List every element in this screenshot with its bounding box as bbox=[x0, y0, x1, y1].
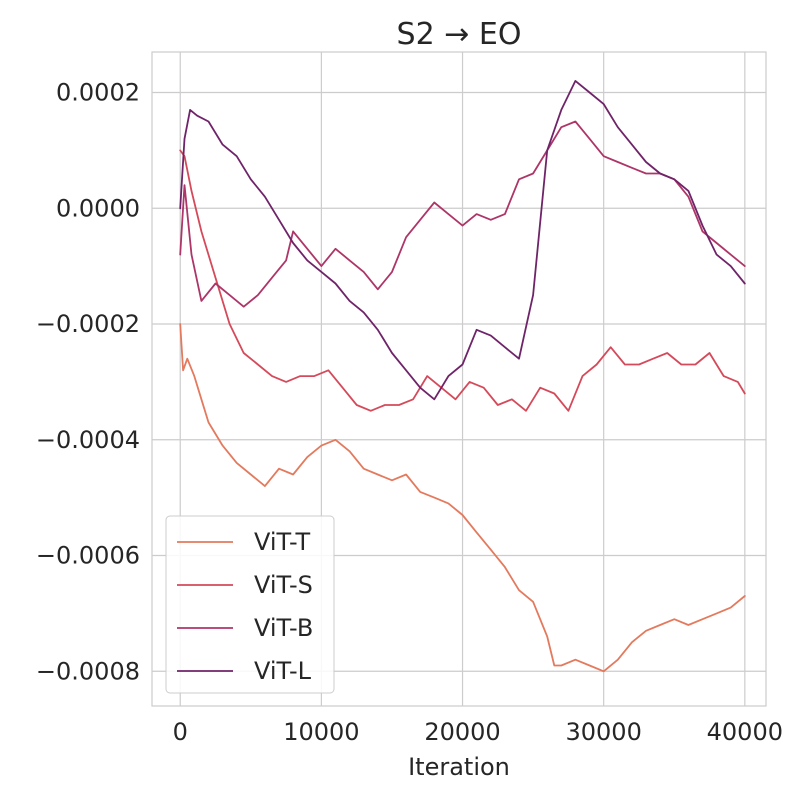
legend-label-vit-l: ViT-L bbox=[254, 657, 312, 685]
y-tick-labels: 0.0002 0.0000 −0.0002 −0.0004 −0.0006 −0.0008 bbox=[36, 79, 140, 686]
x-axis-label: Iteration bbox=[408, 753, 510, 781]
x-tick-label: 20000 bbox=[424, 718, 500, 746]
series-line-vit-s bbox=[179, 149, 746, 412]
grid bbox=[152, 52, 766, 706]
series-line-vit-l bbox=[179, 80, 746, 401]
x-tick-label: 40000 bbox=[707, 718, 783, 746]
chart-title: S2 → EO bbox=[397, 17, 522, 52]
x-tick-label: 30000 bbox=[565, 718, 641, 746]
x-tick-labels: 0 10000 20000 30000 40000 bbox=[173, 718, 783, 746]
plot-frame bbox=[151, 51, 767, 707]
y-tick-label: 0.0002 bbox=[56, 79, 140, 107]
series-line-vit-b bbox=[179, 120, 746, 308]
series-layer bbox=[179, 80, 746, 673]
legend-label-vit-t: ViT-T bbox=[254, 528, 310, 556]
legend: ViT-T ViT-S ViT-B ViT-L bbox=[165, 515, 335, 694]
legend-label-vit-s: ViT-S bbox=[254, 571, 313, 599]
y-tick-label: 0.0000 bbox=[56, 194, 140, 222]
legend-box bbox=[165, 515, 335, 694]
x-tick-label: 0 bbox=[173, 718, 188, 746]
y-tick-label: −0.0002 bbox=[36, 310, 140, 338]
x-tick-label: 10000 bbox=[283, 718, 359, 746]
series-line-vit-t bbox=[179, 323, 746, 673]
y-tick-label: −0.0006 bbox=[36, 542, 140, 570]
legend-label-vit-b: ViT-B bbox=[254, 614, 313, 642]
y-tick-label: −0.0008 bbox=[36, 657, 140, 685]
y-tick-label: −0.0004 bbox=[36, 426, 140, 454]
